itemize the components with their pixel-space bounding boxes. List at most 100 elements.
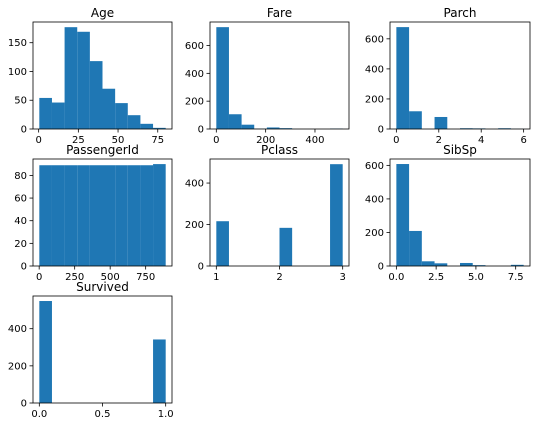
passengerid-bar-5 [102, 165, 116, 266]
parch-bar-3 [434, 116, 448, 129]
fare-ytick-label-3: 600 [185, 41, 204, 52]
passengerid-ytick-label-3: 60 [14, 194, 27, 205]
parch-bar-1 [409, 111, 422, 129]
parch-ytick-label-0: 0 [378, 125, 384, 136]
passengerid-xtick-label-1: 250 [65, 272, 84, 283]
passengerid-bar-0 [39, 165, 52, 266]
passengerid-xtick-label-2: 500 [101, 272, 120, 283]
parch-xtick-label-1: 2 [436, 135, 442, 146]
age-bar-9 [153, 127, 166, 129]
subplot-passengerid: PassengerId 0 250 500 750 0 20 40 60 80 [14, 143, 173, 283]
sibsp-xtick-label-0: 0.0 [388, 272, 404, 283]
fare-bar-5 [279, 128, 293, 129]
sibsp-xtick-label-1: 2.5 [428, 272, 444, 283]
passengerid-bar-7 [127, 165, 141, 266]
survived-ytick-label-1: 200 [8, 361, 27, 372]
survived-ytick-label-0: 0 [21, 399, 27, 410]
fare-xtick-label-1: 200 [256, 135, 275, 146]
sibsp-ytick-label-3: 600 [365, 161, 384, 172]
pclass-title: Pclass [261, 143, 298, 157]
age-xtick-label-0: 0 [35, 135, 41, 146]
passengerid-bar-8 [140, 165, 154, 266]
age-ytick-label-1: 50 [14, 96, 27, 107]
pclass-bar-9 [330, 164, 343, 266]
pclass-bar-5 [279, 227, 293, 266]
sibsp-bar-1 [409, 230, 422, 266]
passengerid-xtick-label-3: 750 [136, 272, 155, 283]
age-axes-frame [32, 21, 173, 130]
subplot-survived: Survived 0.0 0.5 1.0 0 200 400 [8, 280, 174, 420]
survived-title: Survived [76, 280, 129, 294]
age-bar-1 [51, 102, 65, 129]
age-bar-2 [64, 27, 78, 129]
sibsp-bar-2 [421, 261, 435, 266]
sibsp-ytick-label-1: 200 [365, 228, 384, 239]
parch-ytick-label-3: 600 [365, 34, 384, 45]
fare-bar-2 [241, 124, 255, 129]
passengerid-ytick-label-0: 0 [21, 262, 27, 273]
parch-xtick-label-0: 0 [393, 135, 399, 146]
age-bar-7 [127, 115, 141, 129]
pclass-xtick-label-0: 1 [213, 272, 219, 283]
pclass-ytick-label-2: 400 [185, 179, 204, 190]
subplot-sibsp: SibSp 0.0 2.5 5.0 7.5 0 200 400 600 [365, 143, 531, 283]
age-ytick-label-3: 150 [8, 38, 27, 49]
passengerid-ytick-label-4: 80 [14, 171, 27, 182]
age-bar-3 [77, 31, 90, 130]
pclass-ytick-label-1: 200 [185, 220, 204, 231]
sibsp-ytick-label-2: 400 [365, 194, 384, 205]
passengerid-bar-3 [77, 165, 90, 266]
fare-xtick-label-2: 400 [305, 135, 324, 146]
pclass-bar-0 [216, 221, 229, 266]
age-ytick-label-2: 100 [8, 67, 27, 78]
age-bar-4 [89, 61, 103, 130]
survived-xtick-label-0: 0.0 [31, 409, 47, 420]
age-xtick-label-3: 75 [151, 135, 164, 146]
fare-bar-4 [266, 127, 280, 129]
passengerid-bar-4 [89, 165, 103, 266]
survived-xtick-label-2: 1.0 [158, 409, 174, 420]
passengerid-ytick-label-1: 20 [14, 239, 27, 250]
passengerid-bar-1 [51, 165, 65, 266]
survived-bar-0 [39, 301, 52, 403]
pclass-xtick-label-1: 2 [276, 272, 282, 283]
pclass-ytick-label-0: 0 [198, 262, 204, 273]
age-bar-0 [39, 97, 52, 129]
passengerid-bar-6 [115, 165, 128, 266]
subplot-parch: Parch 0 2 4 6 0 200 400 600 [365, 6, 531, 146]
fare-bar-1 [228, 114, 242, 129]
passengerid-axes-frame [32, 158, 173, 267]
parch-ytick-label-1: 200 [365, 94, 384, 105]
sibsp-bar-6 [472, 265, 486, 266]
survived-axes-frame [32, 295, 173, 404]
passengerid-title: PassengerId [66, 143, 139, 157]
age-bar-5 [102, 88, 116, 129]
fare-bar-0 [216, 27, 229, 129]
sibsp-title: SibSp [443, 143, 477, 157]
fare-xtick-label-0: 0 [213, 135, 219, 146]
sibsp-ytick-label-0: 0 [378, 262, 384, 273]
sibsp-xtick-label-2: 5.0 [468, 272, 484, 283]
parch-xtick-label-3: 6 [520, 135, 526, 146]
age-bar-8 [140, 123, 154, 129]
age-xtick-label-1: 25 [72, 135, 85, 146]
parch-ytick-label-2: 400 [365, 64, 384, 75]
sibsp-xtick-label-3: 7.5 [508, 272, 524, 283]
fare-title: Fare [267, 6, 292, 20]
sibsp-axes-frame [389, 158, 531, 267]
parch-title: Parch [444, 6, 477, 20]
sibsp-bar-5 [460, 262, 473, 266]
parch-axes-frame [389, 21, 531, 130]
parch-bar-0 [396, 27, 410, 129]
subplot-pclass: Pclass 1 2 3 0 200 400 [185, 143, 350, 283]
sibsp-bar-9 [510, 264, 524, 266]
fare-axes-frame [209, 21, 350, 130]
subplot-age: Age 0 25 50 75 0 50 100 150 [8, 6, 173, 146]
parch-xtick-label-2: 4 [478, 135, 484, 146]
age-xtick-label-2: 50 [112, 135, 125, 146]
survived-ytick-label-2: 400 [8, 324, 27, 335]
fare-ytick-label-1: 200 [185, 97, 204, 108]
age-bar-6 [115, 103, 128, 129]
sibsp-bar-3 [434, 263, 448, 266]
